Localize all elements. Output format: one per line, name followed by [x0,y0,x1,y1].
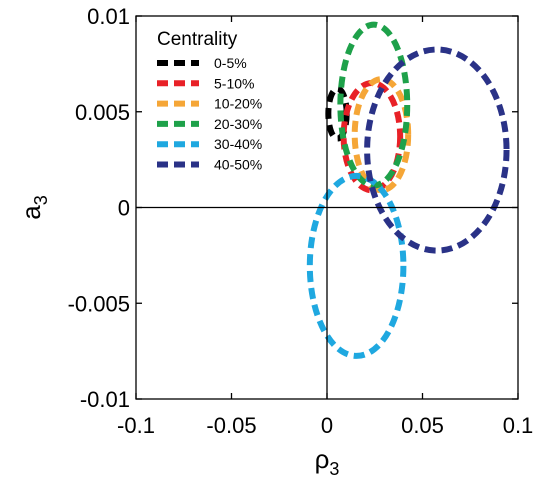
series-ellipse-40-50pct [364,46,510,254]
y-tick-label: 0 [118,196,130,221]
y-tick-label: 0.005 [75,100,130,125]
x-tick-label: -0.05 [206,413,256,438]
legend-label-0-5pct: 0-5% [214,55,247,71]
series-ellipse-30-40pct [306,172,407,359]
y-tick-label: 0.01 [87,4,130,29]
legend-label-10-20pct: 10-20% [214,96,262,112]
series-layer [306,21,510,359]
y-axis-label: a3 [16,195,51,219]
legend: Centrality 0-5% 5-10% 10-20% 20-30% 30-40% 40… [157,29,262,173]
x-tick-label: 0 [321,413,333,438]
legend-label-20-30pct: 20-30% [214,116,262,132]
legend-title: Centrality [157,29,238,50]
ticks-layer: -0.1 -0.05 0 0.05 0.1 -0.01 -0.005 0 0.005 0.01 [68,4,534,438]
legend-label-30-40pct: 30-40% [214,136,262,152]
x-tick-label: 0.05 [401,413,444,438]
x-tick-label: 0.1 [503,413,534,438]
legend-label-5-10pct: 5-10% [214,75,254,91]
x-axis-label: ρ3 [315,444,340,479]
legend-items: 0-5% 5-10% 10-20% 20-30% 30-40% 40-50% [157,55,262,173]
y-tick-label: -0.005 [68,291,130,316]
series-ellipse-10-20pct [351,76,412,194]
y-tick-label: -0.01 [80,387,130,412]
legend-label-40-50pct: 40-50% [214,157,262,173]
x-tick-label: -0.1 [117,413,155,438]
